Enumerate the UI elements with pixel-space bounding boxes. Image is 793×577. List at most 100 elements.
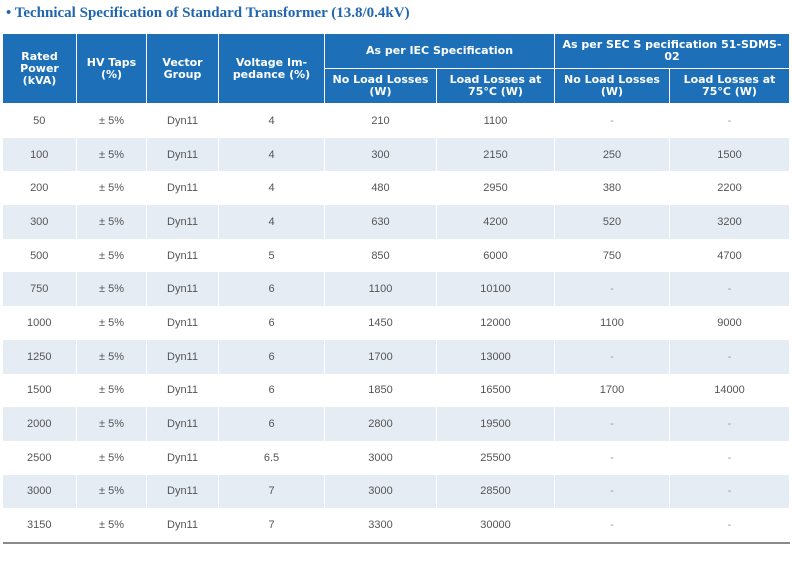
cell-iec-load: 28500 bbox=[436, 474, 555, 509]
cell-vector-group: Dyn11 bbox=[146, 272, 219, 307]
cell-hv-taps: ± 5% bbox=[76, 137, 147, 172]
cell-sec-load: - bbox=[669, 407, 790, 441]
cell-vector-group: Dyn11 bbox=[146, 508, 219, 544]
cell-hv-taps: ± 5% bbox=[76, 238, 147, 273]
cell-sec-load: - bbox=[669, 339, 790, 374]
cell-sec-no-load: 380 bbox=[554, 171, 670, 206]
cell-sec-load: - bbox=[669, 440, 790, 475]
header-hv-taps: HV Taps (%) bbox=[76, 33, 147, 104]
cell-rated-power: 500 bbox=[2, 238, 77, 273]
cell-hv-taps: ± 5% bbox=[76, 306, 147, 340]
cell-iec-no-load: 3000 bbox=[324, 474, 437, 509]
cell-voltage-impedance: 4 bbox=[218, 205, 325, 239]
cell-rated-power: 200 bbox=[2, 171, 77, 206]
cell-hv-taps: ± 5% bbox=[76, 272, 147, 307]
cell-rated-power: 2000 bbox=[2, 407, 77, 441]
cell-voltage-impedance: 6 bbox=[218, 306, 325, 340]
table-row: 200 ± 5% Dyn11 4 480 2950 380 2200 bbox=[2, 171, 790, 206]
cell-hv-taps: ± 5% bbox=[76, 508, 147, 544]
cell-iec-load: 2150 bbox=[436, 137, 555, 172]
cell-iec-no-load: 3300 bbox=[324, 508, 437, 544]
cell-sec-load: 2200 bbox=[669, 171, 790, 206]
cell-sec-load: 14000 bbox=[669, 373, 790, 408]
cell-sec-load: 3200 bbox=[669, 205, 790, 239]
cell-vector-group: Dyn11 bbox=[146, 306, 219, 340]
header-vector-group: Vector Group bbox=[146, 33, 219, 104]
cell-sec-load: 9000 bbox=[669, 306, 790, 340]
cell-iec-no-load: 850 bbox=[324, 238, 437, 273]
page-title: • Technical Specification of Standard Tr… bbox=[6, 5, 410, 21]
table-row: 3000 ± 5% Dyn11 7 3000 28500- - bbox=[2, 474, 790, 509]
cell-vector-group: Dyn11 bbox=[146, 137, 219, 172]
cell-sec-no-load: - bbox=[554, 474, 670, 509]
header-iec-no-load: No Load Losses (W) bbox=[324, 68, 437, 104]
header-sec-load: Load Losses at 75°C (W) bbox=[669, 68, 790, 104]
cell-voltage-impedance: 4 bbox=[218, 171, 325, 206]
cell-vector-group: Dyn11 bbox=[146, 474, 219, 509]
cell-voltage-impedance: 7 bbox=[218, 508, 325, 544]
cell-sec-load: - bbox=[669, 272, 790, 307]
cell-rated-power: 1000 bbox=[2, 306, 77, 340]
cell-sec-no-load: 1700 bbox=[554, 373, 670, 408]
table-row: 1500 ± 5% Dyn11 6 1850 16500 1700 14000 bbox=[2, 373, 790, 408]
cell-voltage-impedance: 6 bbox=[218, 373, 325, 408]
cell-hv-taps: ± 5% bbox=[76, 339, 147, 374]
table-row: 500 ± 5% Dyn11 5 850 6000 750 4700 bbox=[2, 238, 790, 273]
header-voltage-impedance: Voltage Im- pedance (%) bbox=[218, 33, 325, 104]
cell-iec-load: 10100 bbox=[436, 272, 555, 307]
table-body: 50 ± 5% Dyn11 4 210 1100- -100 ± 5% Dyn11 4 300 215… bbox=[2, 103, 790, 544]
cell-rated-power: 1250 bbox=[2, 339, 77, 374]
cell-rated-power: 2500 bbox=[2, 440, 77, 475]
cell-iec-load: 30000 bbox=[436, 508, 555, 544]
table-row: 3150 ± 5% Dyn11 7 3300 30000- - bbox=[2, 508, 790, 544]
cell-rated-power: 3000 bbox=[2, 474, 77, 509]
cell-voltage-impedance: 5 bbox=[218, 238, 325, 273]
cell-iec-no-load: 210 bbox=[324, 103, 437, 138]
table-row: 100 ± 5% Dyn11 4 300 2150 250 1500 bbox=[2, 137, 790, 172]
table-row: 2000 ± 5% Dyn11 6 2800 19500- - bbox=[2, 407, 790, 441]
cell-iec-load: 1100 bbox=[436, 103, 555, 138]
cell-rated-power: 300 bbox=[2, 205, 77, 239]
header-iec-group: As per IEC Specification bbox=[324, 33, 555, 69]
cell-vector-group: Dyn11 bbox=[146, 339, 219, 374]
cell-iec-no-load: 480 bbox=[324, 171, 437, 206]
cell-sec-load: - bbox=[669, 103, 790, 138]
cell-vector-group: Dyn11 bbox=[146, 373, 219, 408]
cell-voltage-impedance: 6.5 bbox=[218, 440, 325, 475]
cell-iec-no-load: 2800 bbox=[324, 407, 437, 441]
cell-iec-no-load: 1700 bbox=[324, 339, 437, 374]
cell-hv-taps: ± 5% bbox=[76, 103, 147, 138]
table-row: 300 ± 5% Dyn11 4 630 4200 520 3200 bbox=[2, 205, 790, 239]
cell-iec-no-load: 1850 bbox=[324, 373, 437, 408]
cell-voltage-impedance: 6 bbox=[218, 407, 325, 441]
cell-sec-no-load: - bbox=[554, 272, 670, 307]
cell-vector-group: Dyn11 bbox=[146, 205, 219, 239]
table-row: 50 ± 5% Dyn11 4 210 1100- - bbox=[2, 103, 790, 138]
cell-iec-no-load: 3000 bbox=[324, 440, 437, 475]
cell-iec-load: 19500 bbox=[436, 407, 555, 441]
cell-hv-taps: ± 5% bbox=[76, 171, 147, 206]
cell-iec-no-load: 1100 bbox=[324, 272, 437, 307]
cell-voltage-impedance: 6 bbox=[218, 272, 325, 307]
cell-hv-taps: ± 5% bbox=[76, 373, 147, 408]
cell-sec-no-load: - bbox=[554, 508, 670, 544]
cell-sec-no-load: 1100 bbox=[554, 306, 670, 340]
cell-iec-no-load: 1450 bbox=[324, 306, 437, 340]
cell-rated-power: 3150 bbox=[2, 508, 77, 544]
table-row: 2500 ± 5% Dyn11 6.5 3000 25500- - bbox=[2, 440, 790, 475]
header-iec-load: Load Losses at 75°C (W) bbox=[436, 68, 555, 104]
cell-vector-group: Dyn11 bbox=[146, 407, 219, 441]
cell-sec-no-load: 520 bbox=[554, 205, 670, 239]
cell-vector-group: Dyn11 bbox=[146, 103, 219, 138]
table-row: 750 ± 5% Dyn11 6 1100 10100- - bbox=[2, 272, 790, 307]
cell-voltage-impedance: 6 bbox=[218, 339, 325, 374]
table-row: 1000 ± 5% Dyn11 6 1450 12000 1100 9000 bbox=[2, 306, 790, 340]
cell-hv-taps: ± 5% bbox=[76, 474, 147, 509]
cell-sec-no-load: - bbox=[554, 103, 670, 138]
cell-iec-no-load: 300 bbox=[324, 137, 437, 172]
cell-iec-load: 4200 bbox=[436, 205, 555, 239]
cell-voltage-impedance: 7 bbox=[218, 474, 325, 509]
table-row: 1250 ± 5% Dyn11 6 1700 13000- - bbox=[2, 339, 790, 374]
cell-sec-no-load: - bbox=[554, 407, 670, 441]
cell-hv-taps: ± 5% bbox=[76, 440, 147, 475]
